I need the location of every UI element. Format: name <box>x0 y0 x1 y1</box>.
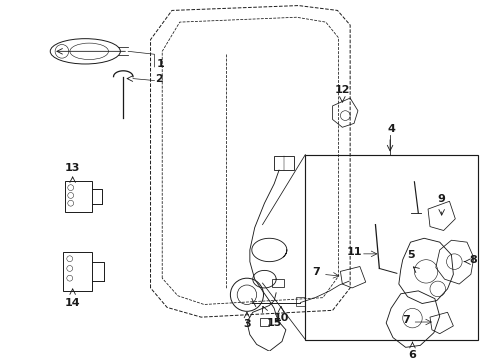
Text: 14: 14 <box>65 298 81 307</box>
Text: 7: 7 <box>311 267 319 277</box>
Text: 2: 2 <box>155 73 163 84</box>
Bar <box>305 154 477 339</box>
Text: 7: 7 <box>402 315 409 325</box>
Text: 5: 5 <box>406 250 413 260</box>
Text: 10: 10 <box>273 313 288 323</box>
Text: 13: 13 <box>65 163 80 173</box>
Text: 12: 12 <box>334 85 349 95</box>
Bar <box>65 181 92 212</box>
Text: 4: 4 <box>386 124 394 134</box>
Text: 15: 15 <box>266 318 281 328</box>
Text: 1: 1 <box>156 59 164 69</box>
Bar <box>295 297 305 306</box>
Text: 11: 11 <box>346 247 361 257</box>
Text: 6: 6 <box>407 350 416 360</box>
Bar <box>63 252 92 291</box>
Text: 8: 8 <box>468 255 476 265</box>
Bar <box>259 318 269 326</box>
Bar <box>274 157 293 170</box>
Bar <box>272 279 284 287</box>
Text: 9: 9 <box>437 194 445 204</box>
Text: 3: 3 <box>243 319 250 329</box>
